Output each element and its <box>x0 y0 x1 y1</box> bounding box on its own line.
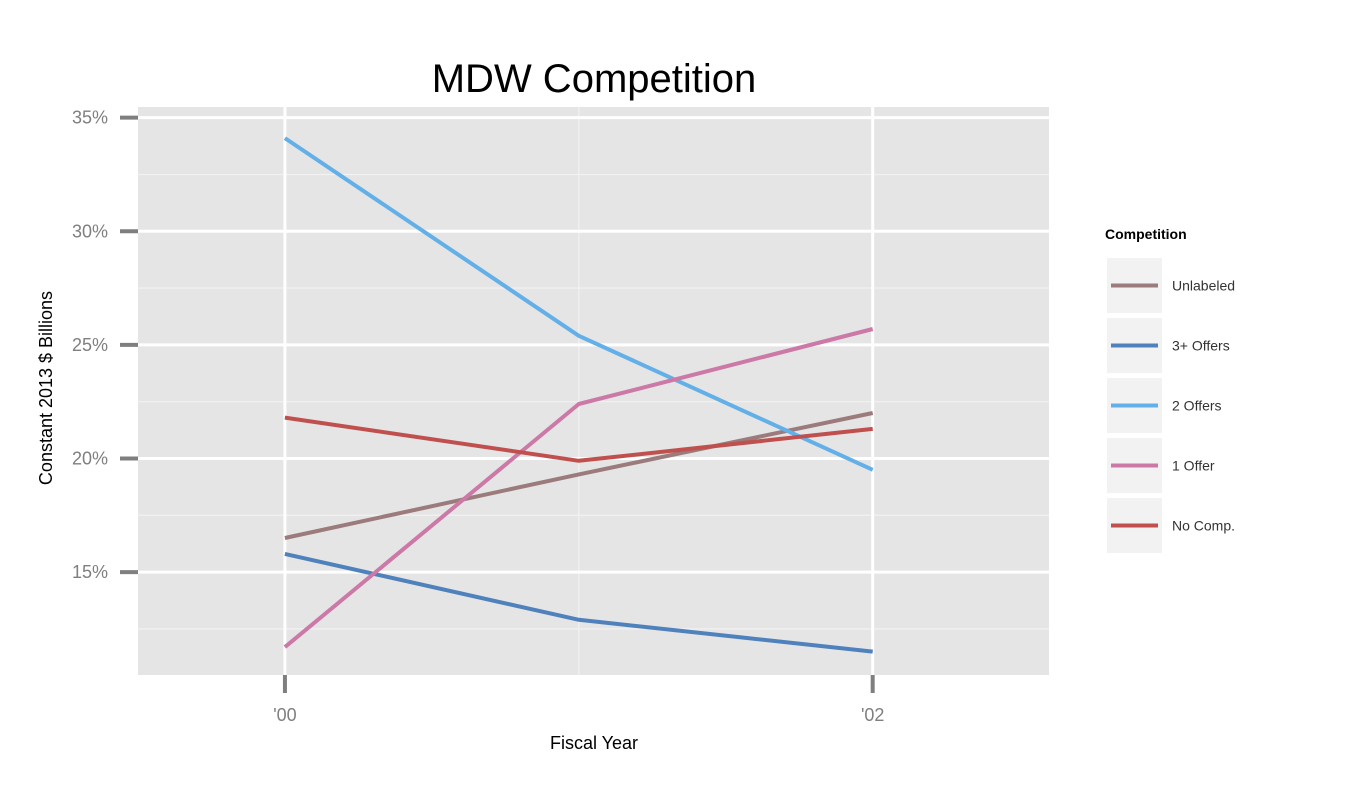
series-line-3-offers <box>284 551 873 654</box>
legend-label-3-offers: 3+ Offers <box>1172 338 1230 354</box>
axes: 15% 20% 25% 30% 35% '00 '02 <box>72 108 884 725</box>
series-line-1-offer <box>283 327 874 649</box>
x-axis-title: Fiscal Year <box>550 733 638 753</box>
legend-title: Competition <box>1105 226 1187 242</box>
y-tick-label: 35% <box>72 108 108 128</box>
legend-label-unlabeled: Unlabeled <box>1172 278 1235 294</box>
legend-label-no-comp: No Comp. <box>1172 518 1235 534</box>
legend: Unlabeled 3+ Offers 2 Offers 1 Offer No Comp… <box>1107 258 1235 553</box>
chart-title: MDW Competition <box>432 57 757 101</box>
y-tick-label: 20% <box>72 448 108 468</box>
y-tick-label: 15% <box>72 562 108 582</box>
legend-label-1-offer: 1 Offer <box>1172 458 1215 474</box>
y-tick-label: 25% <box>72 335 108 355</box>
x-tick-label: '02 <box>861 705 884 725</box>
legend-label-2-offers: 2 Offers <box>1172 398 1222 414</box>
y-axis-title: Constant 2013 $ Billions <box>36 291 56 485</box>
grid-lines <box>138 107 1049 675</box>
y-tick-label: 30% <box>72 221 108 241</box>
series-lines <box>283 136 874 654</box>
series-line-2-offers <box>283 136 874 472</box>
series-line-no-comp <box>284 415 873 463</box>
series-line-unlabeled <box>284 411 874 540</box>
x-tick-label: '00 <box>273 705 296 725</box>
plot-panel <box>138 107 1049 675</box>
